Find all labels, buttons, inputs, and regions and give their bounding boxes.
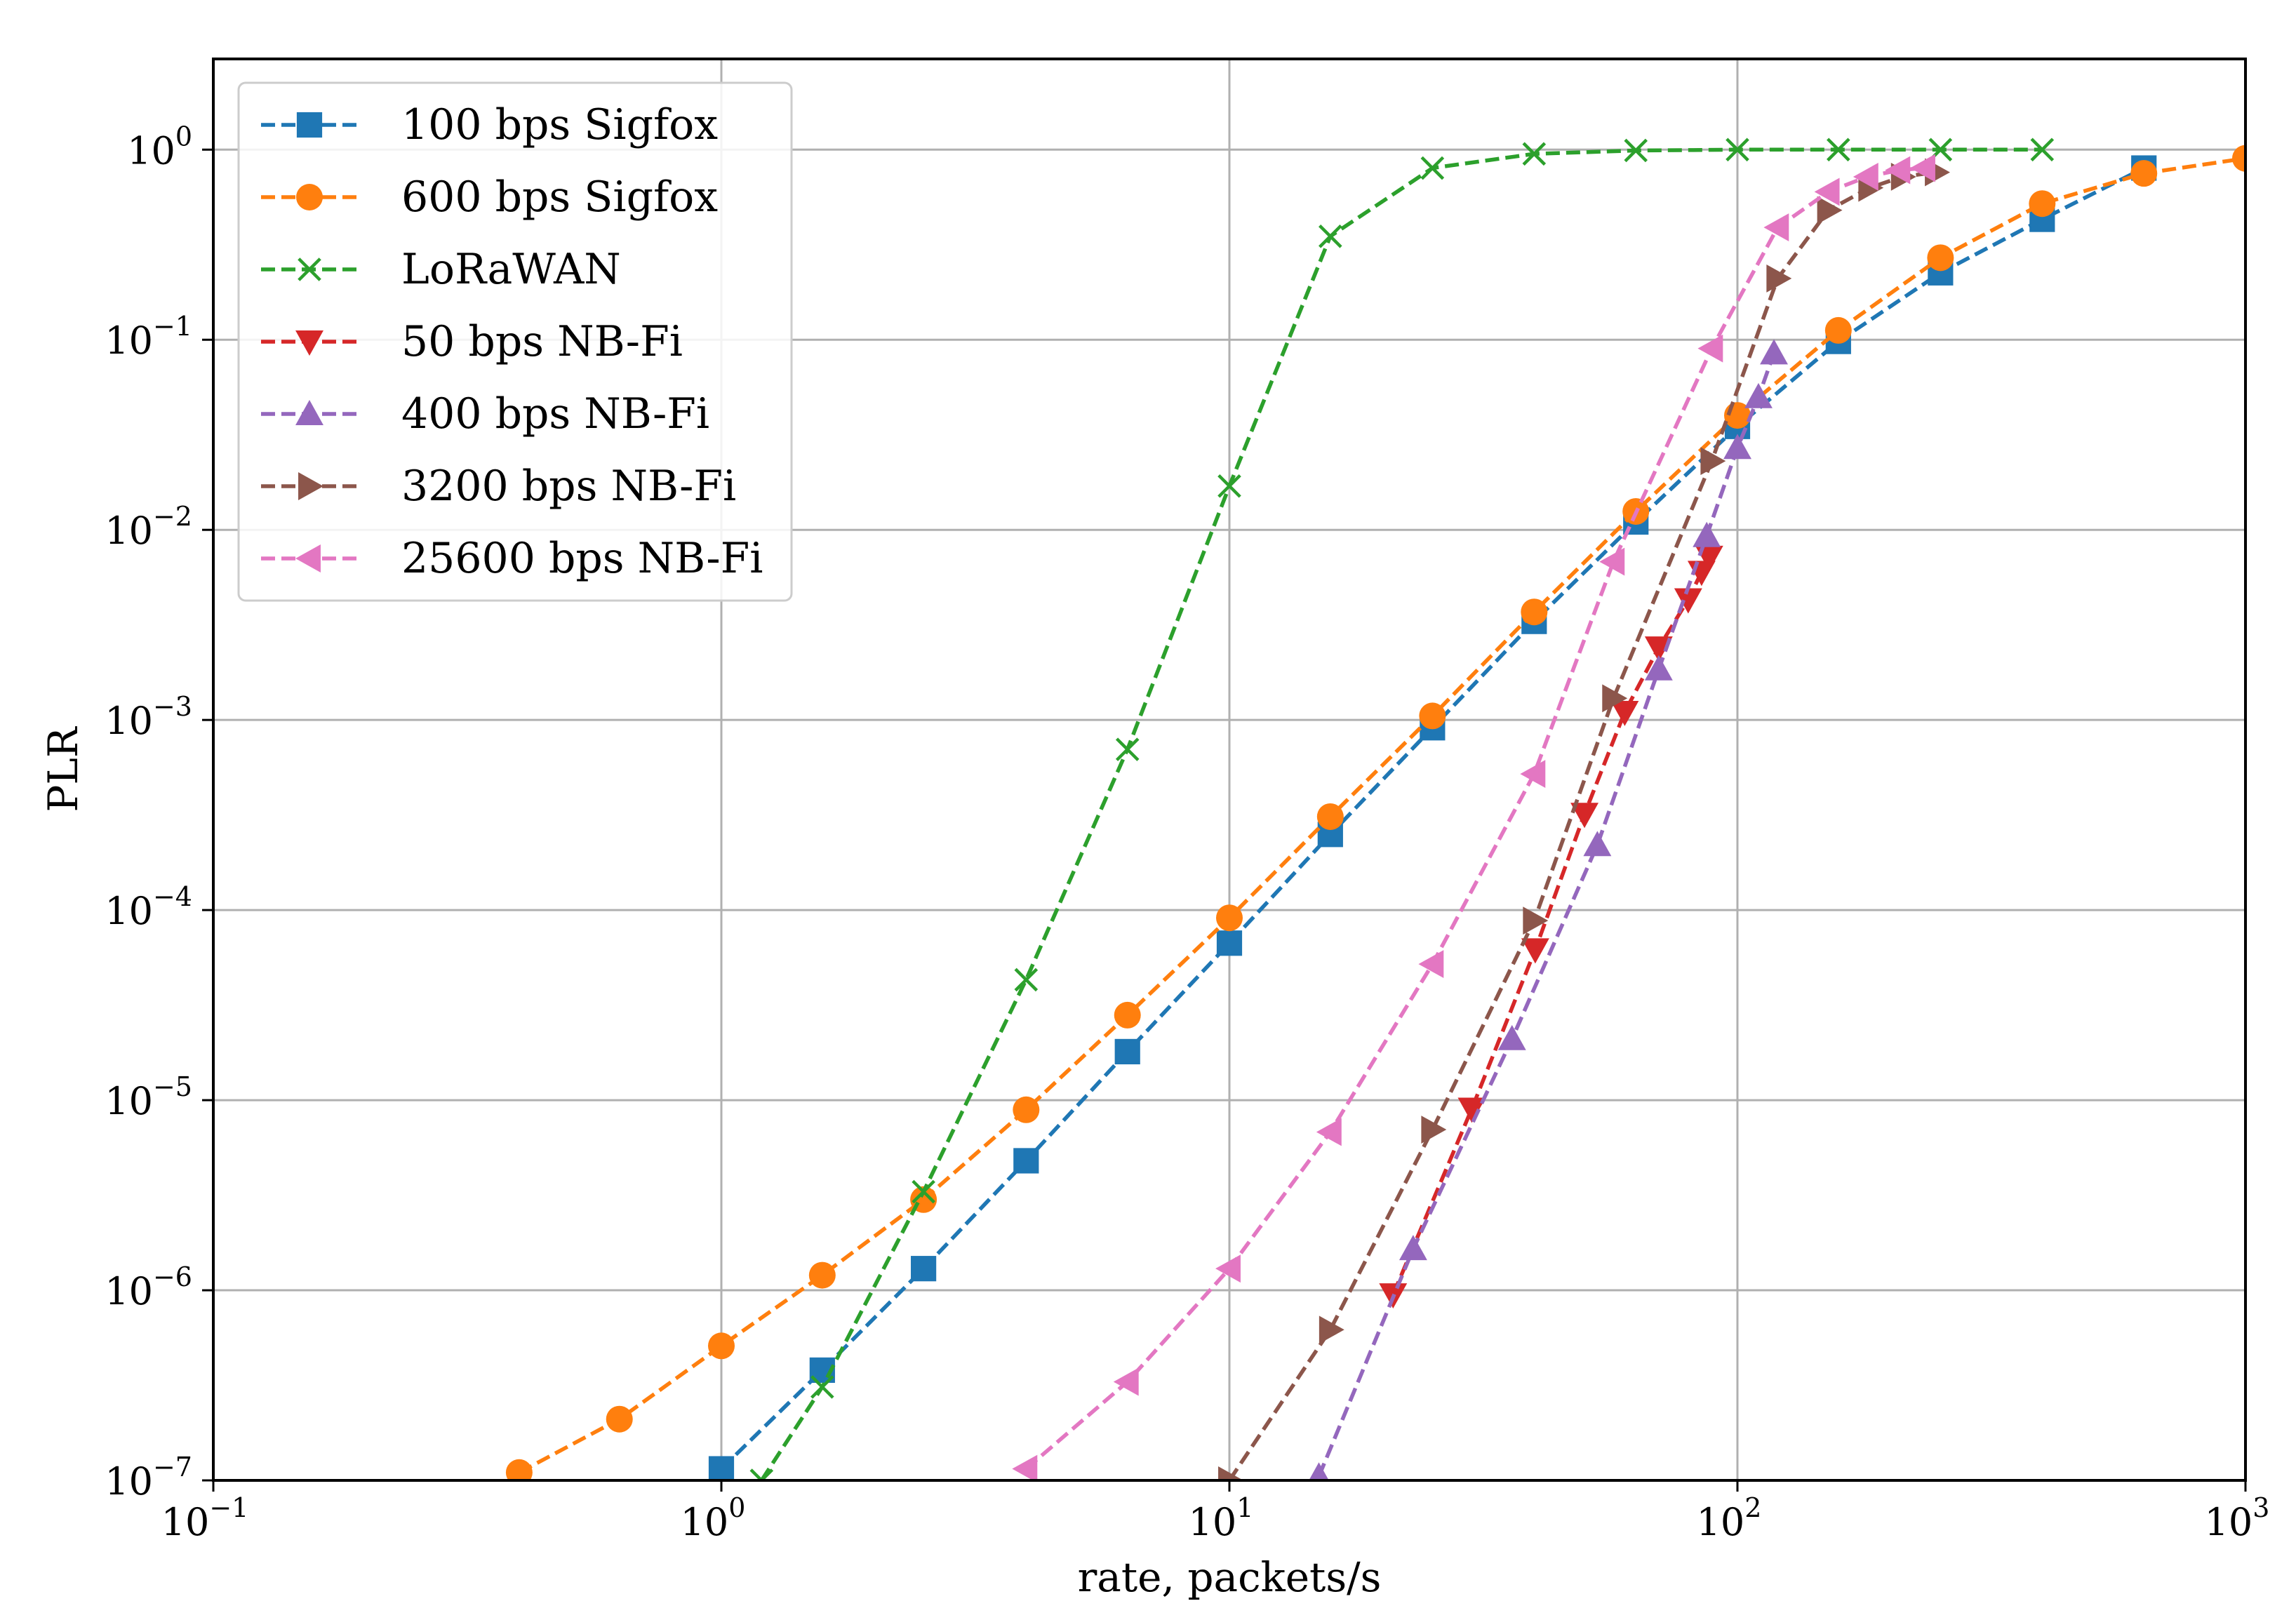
plr-chart: 10−1 100 101 102 10310−710−610−510−410−310−2… [0, 0, 2296, 1620]
data-point [1521, 598, 1547, 625]
legend-marker [298, 113, 321, 137]
legend-label: LoRaWAN [401, 245, 621, 294]
legend-label: 25600 bps NB-Fi [401, 534, 763, 583]
data-point [1013, 1097, 1039, 1123]
data-point [2130, 160, 2157, 187]
legend-label: 3200 bps NB-Fi [401, 462, 736, 511]
data-point [1825, 317, 1852, 344]
data-point [809, 1262, 836, 1289]
legend-label: 600 bps Sigfox [401, 173, 718, 222]
data-point [1419, 702, 1446, 729]
legend: 100 bps Sigfox 600 bps Sigfox LoRaWAN 50 bp… [239, 83, 792, 601]
data-point [1216, 904, 1243, 931]
legend-label: 50 bps NB-Fi [401, 317, 683, 366]
data-point [709, 1457, 733, 1480]
data-point [1014, 1149, 1038, 1172]
legend-marker [296, 184, 323, 210]
data-point [1114, 1002, 1141, 1029]
legend-label: 400 bps NB-Fi [401, 389, 709, 439]
data-point [708, 1332, 735, 1359]
data-point [1116, 1040, 1140, 1064]
data-point [912, 1257, 935, 1280]
data-point [1317, 803, 1344, 830]
legend-label: 100 bps Sigfox [401, 100, 718, 149]
data-point [606, 1406, 633, 1433]
data-point [2029, 190, 2055, 217]
x-axis-label: rate, packets/s [1078, 1553, 1382, 1601]
data-point [1927, 244, 1954, 271]
y-axis-label: PLR [39, 725, 87, 812]
data-point [1217, 931, 1241, 955]
